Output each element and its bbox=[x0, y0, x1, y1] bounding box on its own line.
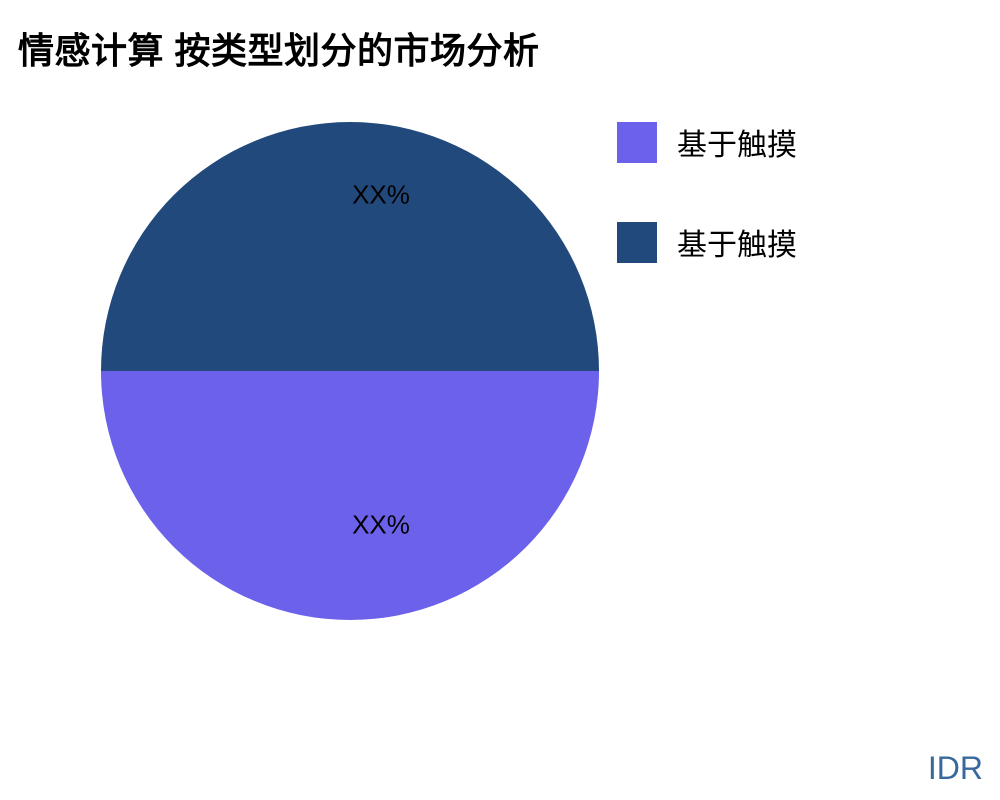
pie-slice-top-data-label: XX% bbox=[352, 179, 410, 210]
legend-item-touch-based-blue: 基于触摸 bbox=[617, 220, 797, 264]
legend-swatch-purple bbox=[617, 121, 657, 163]
brand-watermark: IDR bbox=[927, 750, 983, 786]
legend-label-touch-based-purple: 基于触摸 bbox=[677, 129, 797, 162]
legend-item-touch-based-purple: 基于触摸 bbox=[617, 120, 797, 164]
legend-label-touch-based-blue: 基于触摸 bbox=[677, 229, 797, 262]
pie-slice-bottom bbox=[101, 371, 599, 620]
legend-swatch-blue bbox=[617, 221, 657, 263]
chart-title: 情感计算 按类型划分的市场分析 bbox=[18, 30, 540, 71]
pie-slice-bottom-data-label: XX% bbox=[352, 509, 410, 540]
pie-slice-top bbox=[101, 122, 599, 371]
